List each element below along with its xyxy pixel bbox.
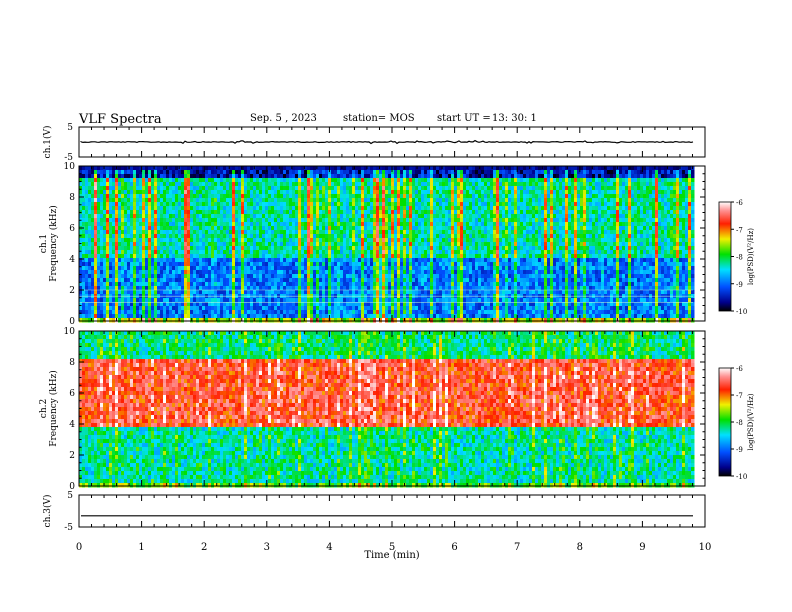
y-axis-channel-label: ch.1 (39, 234, 49, 253)
y-tick-label: 2 (69, 286, 75, 296)
colorbar-ch2 (718, 367, 732, 477)
y-tick-label: 6 (69, 224, 75, 234)
y-tick-label: 10 (64, 162, 76, 172)
start-ut-label: start UT = (437, 113, 491, 124)
x-tick-label: 2 (201, 542, 207, 553)
colorbar-tick-label: -7 (736, 226, 743, 234)
colorbar-tick-label: -6 (736, 199, 743, 207)
y-axis-label: ch.1(V) (42, 126, 53, 159)
y-tick-label: 8 (69, 193, 75, 203)
colorbar-tick-label: -8 (736, 419, 743, 427)
colorbar-tick-label: -9 (736, 281, 743, 289)
x-tick-label: 10 (699, 542, 712, 553)
x-tick-label: 7 (514, 542, 520, 553)
y-tick-label: 4 (69, 255, 75, 265)
x-tick-label: 8 (577, 542, 583, 553)
y-tick-label: 0 (69, 482, 75, 492)
x-axis-label: Time (min) (364, 550, 419, 561)
x-tick-label: 5 (389, 542, 395, 553)
colorbar-tick-label: -7 (736, 392, 743, 400)
y-tick-label: 5 (67, 491, 73, 501)
y-axis-channel-label: ch.2 (39, 399, 49, 418)
x-tick-label: 4 (326, 542, 332, 553)
y-tick-label: -5 (64, 523, 73, 533)
x-tick-label: 0 (76, 542, 82, 553)
figure-title: VLF Spectra (79, 112, 162, 127)
y-axis-label: ch.3(V) (42, 495, 53, 528)
x-tick-label: 3 (264, 542, 270, 553)
colorbar-label: log(PSD)(V²/Hz) (747, 393, 755, 450)
colorbar-label: log(PSD)(V²/Hz) (747, 228, 755, 285)
waveform-trace (80, 139, 694, 145)
station-label: station= MOS (343, 113, 415, 124)
colorbar-tick-label: -9 (736, 446, 743, 454)
x-tick-label: 1 (138, 542, 144, 553)
y-tick-label: 2 (69, 451, 75, 461)
y-tick-label: 8 (69, 358, 75, 368)
colorbar-tick-label: -6 (736, 365, 743, 373)
colorbar-tick-label: -8 (736, 254, 743, 262)
spectrogram-heatmap-ch1 (79, 166, 695, 323)
colorbar-tick-label: -10 (736, 308, 747, 316)
y-tick-label: 5 (67, 123, 73, 133)
colorbar-ch1 (718, 201, 732, 312)
y-tick-label: 10 (64, 327, 76, 337)
y-tick-label: -5 (64, 153, 73, 163)
y-tick-label: 4 (69, 420, 75, 430)
date-label: Sep. 5 , 2023 (250, 113, 317, 124)
y-tick-label: 6 (69, 389, 75, 399)
x-tick-label: 6 (451, 542, 457, 553)
colorbar-tick-label: -10 (736, 473, 747, 481)
y-axis-label: Frequency (kHz) (48, 370, 59, 447)
spectrogram-heatmap-ch2 (79, 331, 695, 488)
y-axis-label: Frequency (kHz) (48, 205, 59, 282)
start-time-value: 13: 30: 1 (492, 113, 537, 124)
x-tick-label: 9 (639, 542, 645, 553)
y-tick-label: 0 (69, 317, 75, 327)
